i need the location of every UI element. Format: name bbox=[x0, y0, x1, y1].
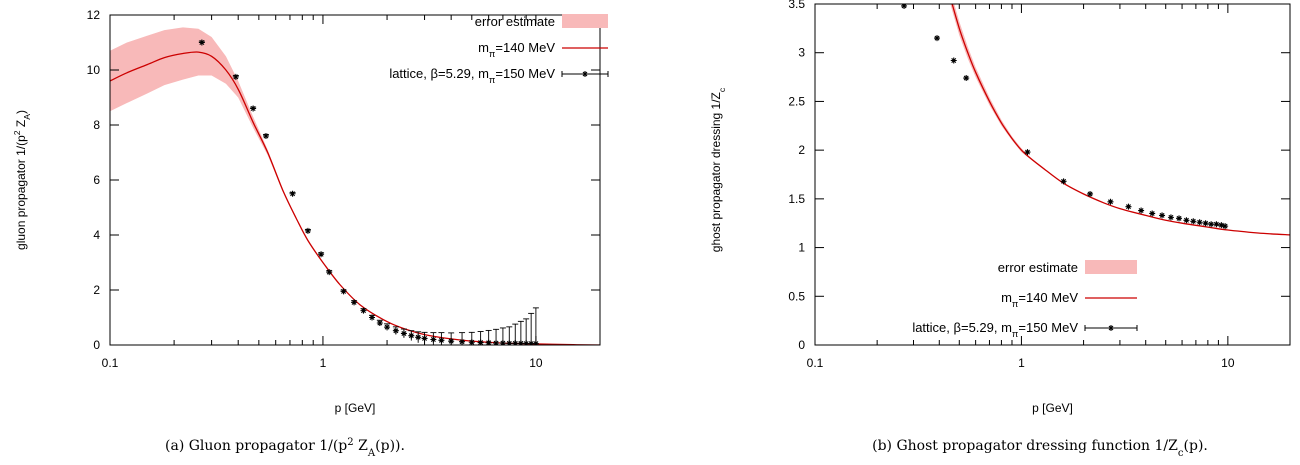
chart-panel-a: 0.1 1 10 0 2 4 6 8 10 12 p [GeV] gluon propagator 1… bbox=[12, 8, 609, 459]
lattice-point bbox=[506, 326, 513, 345]
y-tick-label: 0.5 bbox=[788, 289, 805, 303]
lattice-point bbox=[415, 331, 422, 343]
lattice-point bbox=[1208, 221, 1215, 228]
lattice-point bbox=[326, 269, 333, 276]
lattice-point bbox=[1107, 198, 1114, 205]
lattice-point bbox=[438, 332, 445, 345]
lattice-point bbox=[950, 57, 957, 64]
lattice-point bbox=[408, 330, 415, 341]
lattice-point bbox=[1202, 220, 1209, 227]
x-axis-label: p [GeV] bbox=[335, 401, 376, 415]
x-tick-label: 0.1 bbox=[807, 356, 824, 370]
lattice-point bbox=[351, 299, 358, 306]
plot-area bbox=[901, 4, 1290, 236]
legend-label: error estimate bbox=[998, 260, 1078, 275]
x-tick-label: 1 bbox=[320, 356, 327, 370]
legend-swatch-marker bbox=[1108, 325, 1114, 331]
legend-label: error estimate bbox=[475, 14, 555, 29]
lattice-point bbox=[1060, 178, 1067, 185]
lattice-point bbox=[384, 323, 391, 331]
legend-swatch-band bbox=[562, 14, 608, 28]
y-axis-label: gluon propagator 1/(p2 ZA) bbox=[12, 110, 32, 250]
lattice-point bbox=[459, 332, 466, 345]
lattice-point bbox=[517, 320, 524, 345]
y-tick-label: 4 bbox=[93, 228, 100, 242]
y-axis-label: ghost propagator dressing 1/Zc bbox=[709, 87, 727, 252]
y-tick-label: 3.5 bbox=[788, 0, 805, 11]
x-tick-label: 0.1 bbox=[102, 356, 119, 370]
lattice-point bbox=[360, 307, 367, 314]
lattice-point bbox=[1176, 215, 1183, 222]
lattice-point bbox=[318, 251, 325, 258]
error-band bbox=[950, 4, 1045, 171]
lattice-point bbox=[289, 190, 296, 197]
y-tick-label: 3 bbox=[798, 46, 805, 60]
lattice-point bbox=[400, 328, 407, 338]
y-tick-label: 0 bbox=[798, 338, 805, 352]
legend-label: lattice, β=5.29, mπ=150 MeV bbox=[912, 320, 1078, 339]
x-axis-label: p [GeV] bbox=[1032, 401, 1073, 415]
lattice-point bbox=[376, 319, 383, 326]
y-tick-label: 8 bbox=[93, 118, 100, 132]
lattice-point bbox=[1125, 203, 1132, 210]
lattice-point bbox=[1024, 149, 1031, 156]
y-tick-label: 10 bbox=[87, 63, 101, 77]
figure-caption: (a) Gluon propagator 1/(p2 ZA(p)). bbox=[165, 437, 405, 459]
legend: error estimate mπ=140 MeV lattice, β=5.29,… bbox=[912, 260, 1138, 339]
lattice-point bbox=[1222, 223, 1229, 230]
lattice-point bbox=[198, 39, 205, 46]
y-tick-label: 6 bbox=[93, 173, 100, 187]
y-tick-label: 12 bbox=[87, 8, 101, 22]
chart-panel-b: 0.1 1 10 0 0.5 1 1.5 2 2.5 3 3.5 p [GeV] ghost propa… bbox=[709, 0, 1291, 459]
lattice-point bbox=[493, 328, 500, 345]
lattice-point bbox=[430, 332, 437, 345]
lattice-point bbox=[901, 4, 908, 9]
legend-label: mπ=140 MeV bbox=[1001, 290, 1078, 309]
lattice-point bbox=[528, 312, 535, 345]
lattice-point bbox=[1087, 190, 1094, 197]
lattice-point bbox=[1183, 217, 1190, 224]
error-band bbox=[110, 27, 323, 263]
legend-swatch-marker bbox=[582, 71, 588, 77]
lattice-point bbox=[250, 105, 257, 112]
y-tick-label: 1.5 bbox=[788, 192, 805, 206]
legend-label: mπ=140 MeV bbox=[478, 40, 555, 59]
lattice-point bbox=[477, 331, 484, 345]
lattice-point bbox=[1167, 214, 1174, 221]
lattice-point bbox=[304, 227, 311, 234]
lattice-point bbox=[1213, 221, 1220, 228]
lattice-point bbox=[1190, 218, 1197, 225]
lattice-point bbox=[963, 75, 970, 82]
y-tick-label: 2 bbox=[93, 283, 100, 297]
lattice-point bbox=[1138, 207, 1145, 214]
x-tick-label: 10 bbox=[529, 356, 543, 370]
legend: error estimate mπ=140 MeV lattice, β=5.29,… bbox=[389, 14, 609, 85]
figure-caption: (b) Ghost propagator dressing function 1… bbox=[872, 438, 1208, 459]
x-tick-label: 1 bbox=[1018, 356, 1025, 370]
plot-frame bbox=[814, 3, 1291, 346]
lattice-point bbox=[369, 314, 376, 321]
lattice-point bbox=[392, 326, 399, 335]
fit-curve bbox=[951, 4, 1290, 236]
x-tick-label: 10 bbox=[1221, 356, 1235, 370]
lattice-point bbox=[1218, 222, 1225, 229]
y-tick-label: 2.5 bbox=[788, 94, 805, 108]
lattice-point bbox=[262, 133, 269, 139]
lattice-point bbox=[1196, 219, 1203, 226]
legend-swatch-band bbox=[1085, 260, 1137, 274]
y-tick-label: 2 bbox=[798, 143, 805, 157]
lattice-point bbox=[1149, 210, 1156, 217]
lattice-point bbox=[1159, 212, 1166, 219]
lattice-point bbox=[934, 35, 941, 42]
lattice-point bbox=[232, 73, 239, 80]
y-tick-label: 1 bbox=[798, 241, 805, 255]
lattice-point bbox=[340, 288, 347, 295]
legend-label: lattice, β=5.29, mπ=150 MeV bbox=[389, 66, 555, 85]
y-tick-label: 0 bbox=[93, 338, 100, 352]
